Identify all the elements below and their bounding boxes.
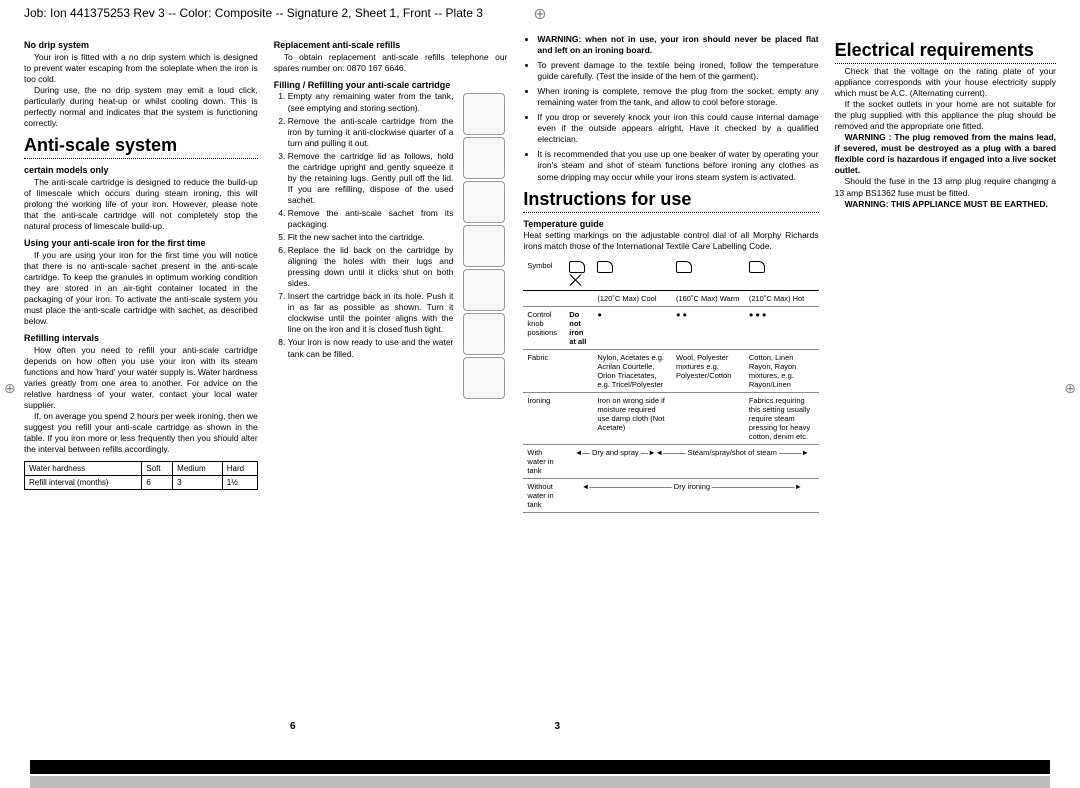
iron-icon <box>749 261 765 273</box>
replacement-refills-p: To obtain replacement anti-scale refills… <box>274 52 508 74</box>
page-spread: No drip system Your iron is fitted with … <box>0 26 1080 513</box>
electrical-p4: Should the fuse in the 13 amp plug requi… <box>835 176 1056 198</box>
crop-mark-left: ⊕ <box>4 380 16 397</box>
list-item: Remove the anti-scale sachet from its pa… <box>288 208 454 230</box>
table-row: Refill interval (months) 6 3 1½ <box>25 476 258 490</box>
list-item: Remove the cartridge lid as follows, hol… <box>288 151 454 206</box>
crop-mark-right: ⊕ <box>1064 380 1076 397</box>
list-item: Fit the new sachet into the cartridge. <box>288 232 454 243</box>
iron-icon <box>597 261 613 273</box>
table-row: Fabric Nylon, Acetates e.g. Acrilan Cour… <box>523 350 818 393</box>
refill-p1: How often you need to refill your anti-s… <box>24 345 258 411</box>
step-illustration-icon <box>463 269 505 311</box>
electrical-warning: WARNING : The plug removed from the main… <box>835 132 1056 176</box>
anti-scale-p: The anti-scale cartridge is designed to … <box>24 177 258 232</box>
temp-guide-p: Heat setting markings on the adjustable … <box>523 230 818 252</box>
no-drip-p2: During use, the no drip system may emit … <box>24 85 258 129</box>
list-item: Replace the lid back on the cartridge by… <box>288 245 454 289</box>
electrical-earthed: WARNING: THIS APPLIANCE MUST BE EARTHED. <box>835 199 1056 210</box>
electrical-heading: Electrical requirements <box>835 40 1056 64</box>
first-time-heading: Using your anti-scale iron for the first… <box>24 238 258 250</box>
column-3: WARNING: when not in use, your iron shou… <box>523 34 818 513</box>
list-item: When ironing is complete, remove the plu… <box>537 86 818 108</box>
list-item: If you drop or severely knock your iron … <box>537 112 818 145</box>
filling-steps: Empty any remaining water from the tank,… <box>274 91 454 359</box>
instructions-heading: Instructions for use <box>523 189 818 213</box>
warnings-list: WARNING: when not in use, your iron shou… <box>523 34 818 183</box>
table-row: (120˚C Max) Cool (160˚C Max) Warm (210˚C… <box>523 291 818 307</box>
step-illustration-icon <box>463 137 505 179</box>
refill-p2: If, on average you spend 2 hours per wee… <box>24 411 258 455</box>
list-item: Remove the anti-scale cartridge from the… <box>288 116 454 149</box>
refill-table: Water hardness Soft Medium Hard Refill i… <box>24 461 258 490</box>
column-1: No drip system Your iron is fitted with … <box>24 34 258 513</box>
temperature-table: Symbol (120˚C Max) Cool (160˚C Max) Warm… <box>523 258 818 513</box>
table-row: Without water in tank ◄——————————— Dry i… <box>523 479 818 513</box>
electrical-p2: If the socket outlets in your home are n… <box>835 99 1056 132</box>
filling-heading: Filling / Refilling your anti-scale cart… <box>274 80 508 92</box>
iron-icon <box>676 261 692 273</box>
column-4: Electrical requirements Check that the v… <box>835 34 1056 513</box>
list-item: To prevent damage to the textile being i… <box>537 60 818 82</box>
table-row: Symbol <box>523 258 818 291</box>
list-item: WARNING: when not in use, your iron shou… <box>537 34 818 56</box>
list-item: It is recommended that you use up one be… <box>537 149 818 182</box>
replacement-refills-heading: Replacement anti-scale refills <box>274 40 508 52</box>
page-number-left: 6 <box>290 721 296 732</box>
table-row: Ironing Iron on wrong side if moisture r… <box>523 393 818 445</box>
certain-models-heading: certain models only <box>24 165 258 177</box>
black-bar-icon <box>30 760 1050 774</box>
step-illustration-icon <box>463 93 505 135</box>
table-row: With water in tank ◄— Dry and spray —►◄—… <box>523 445 818 479</box>
column-2: Replacement anti-scale refills To obtain… <box>274 34 508 513</box>
iron-icon <box>569 261 585 273</box>
table-row: Water hardness Soft Medium Hard <box>25 462 258 476</box>
step-illustration-icon <box>463 225 505 267</box>
illustrations-column <box>461 91 507 401</box>
first-time-p: If you are using your iron for the first… <box>24 250 258 327</box>
crop-mark-top: ⊕ <box>533 4 546 24</box>
refill-intervals-heading: Refilling intervals <box>24 333 258 345</box>
table-row: Control knob positions Do not iron at al… <box>523 307 818 350</box>
step-illustration-icon <box>463 181 505 223</box>
list-item: Empty any remaining water from the tank,… <box>288 91 454 113</box>
anti-scale-heading: Anti-scale system <box>24 135 258 159</box>
temp-guide-heading: Temperature guide <box>523 219 818 231</box>
page-number-right: 3 <box>554 721 560 732</box>
no-drip-p1: Your iron is fitted with a no drip syste… <box>24 52 258 85</box>
step-illustration-icon <box>463 357 505 399</box>
step-illustration-icon <box>463 313 505 355</box>
no-drip-heading: No drip system <box>24 40 258 52</box>
gray-bar-icon <box>30 776 1050 788</box>
electrical-p1: Check that the voltage on the rating pla… <box>835 66 1056 99</box>
cross-icon <box>569 273 583 287</box>
list-item: Your iron is now ready to use and the wa… <box>288 337 454 359</box>
registration-marks <box>0 750 1080 788</box>
list-item: Insert the cartridge back in its hole. P… <box>288 291 454 335</box>
